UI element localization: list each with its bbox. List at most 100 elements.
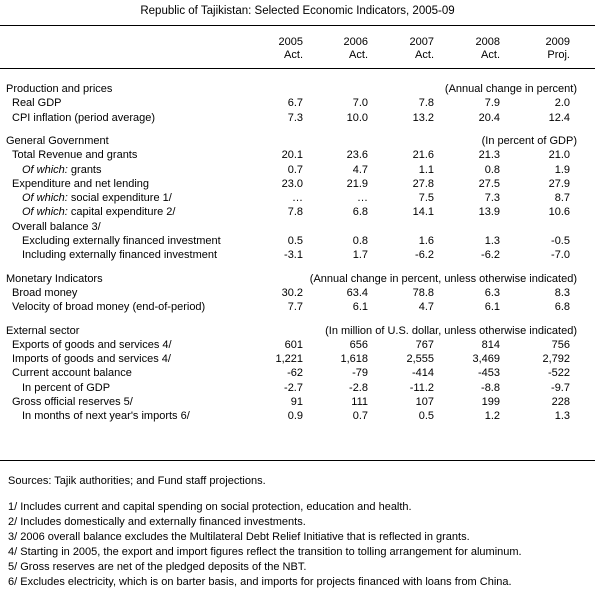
column-header: 2007 Act. bbox=[374, 36, 434, 62]
column-type: Act. bbox=[284, 49, 303, 61]
row-label: Of which: grants bbox=[22, 163, 102, 176]
table-row: Gross official reserves 5/91 111 107 199 228 bbox=[0, 395, 595, 409]
cell-value: 601 bbox=[284, 338, 303, 351]
cell-value: 7.0 bbox=[352, 97, 368, 110]
footnote: 1/ Includes current and capital spending… bbox=[8, 501, 412, 513]
section-row: External sector (In million of U.S. dolla… bbox=[0, 324, 595, 338]
cell-value: 27.5 bbox=[478, 177, 500, 190]
cell-value: 78.8 bbox=[412, 286, 434, 299]
cell-value: -2.8 bbox=[349, 381, 368, 394]
cell-value: -3.1 bbox=[284, 249, 303, 262]
table-row: Of which: grants 0.7 4.7 1.1 0.8 1.9 bbox=[0, 163, 595, 177]
cell-value: 107 bbox=[415, 396, 434, 408]
section-row: Production and prices (Annual change in p… bbox=[0, 82, 595, 96]
row-label: Gross official reserves 5/ bbox=[12, 396, 133, 408]
cell-value: 14.1 bbox=[412, 206, 434, 219]
row-label: Including externally financed investment bbox=[22, 249, 218, 262]
column-type: Act. bbox=[481, 49, 500, 61]
cell-value: 2,555 bbox=[406, 353, 434, 366]
cell-value: 7.3 bbox=[287, 111, 303, 124]
cell-value: 0.8 bbox=[484, 163, 500, 176]
cell-value: 0.5 bbox=[287, 235, 303, 247]
cell-value: 63.4 bbox=[346, 286, 368, 299]
cell-value: -522 bbox=[547, 367, 570, 380]
row-label: Current account balance bbox=[12, 367, 132, 380]
column-year: 2008 bbox=[475, 36, 500, 48]
table-row: Exports of goods and services 4/601 656 76… bbox=[0, 338, 595, 352]
cell-value: -79 bbox=[352, 367, 368, 380]
table-row: Of which: capital expenditure 2/7.8 6.8 14… bbox=[0, 205, 595, 219]
cell-value: … bbox=[357, 192, 368, 205]
cell-value: 23.0 bbox=[281, 177, 303, 190]
cell-value: 0.7 bbox=[287, 163, 303, 176]
cell-value: 7.3 bbox=[484, 192, 500, 205]
section-row: General Government (In percent of GDP) bbox=[0, 134, 595, 148]
cell-value: 1.1 bbox=[418, 163, 434, 176]
cell-value: 30.2 bbox=[281, 286, 303, 299]
bottom-rule bbox=[0, 460, 595, 461]
cell-value: 1.3 bbox=[484, 235, 500, 247]
table-row: Real GDP 6.7 7.0 7.8 7.9 2.0 bbox=[0, 96, 595, 110]
cell-value: 6.3 bbox=[484, 286, 500, 299]
cell-value: 21.0 bbox=[548, 149, 570, 162]
cell-value: 4.7 bbox=[418, 301, 434, 314]
row-label: Excluding externally financed investment bbox=[22, 235, 221, 247]
cell-value: 1,618 bbox=[340, 353, 368, 366]
cell-value: 1.9 bbox=[554, 163, 570, 176]
cell-value: 814 bbox=[481, 338, 500, 351]
row-label: In months of next year's imports 6/ bbox=[22, 410, 190, 423]
table-row: Total Revenue and grants 20.1 23.6 21.6 21.3… bbox=[0, 148, 595, 162]
row-label: Velocity of broad money (end-of-period) bbox=[12, 301, 206, 314]
cell-value: 21.6 bbox=[412, 149, 434, 162]
cell-value: 6.8 bbox=[554, 301, 570, 314]
cell-value: 2,792 bbox=[542, 353, 570, 366]
cell-value: -9.7 bbox=[551, 381, 570, 394]
cell-value: 0.7 bbox=[352, 410, 368, 423]
cell-value: 13.2 bbox=[412, 111, 434, 124]
column-type: Proj. bbox=[547, 49, 570, 61]
table-row: Imports of goods and services 4/1,221 1,6… bbox=[0, 352, 595, 366]
cell-value: 1.2 bbox=[484, 410, 500, 423]
cell-value: 1.7 bbox=[352, 249, 368, 262]
cell-value: 756 bbox=[551, 338, 570, 351]
row-label: Monetary Indicators bbox=[6, 272, 103, 285]
column-type: Act. bbox=[415, 49, 434, 61]
cell-value: 0.8 bbox=[352, 235, 368, 247]
table-row: Excluding externally financed investment… bbox=[0, 234, 595, 248]
column-year: 2009 bbox=[545, 36, 570, 48]
table-row: In percent of GDP -2.7 -2.8 -11.2 -8.8 -9.7 bbox=[0, 381, 595, 395]
cell-value: -62 bbox=[287, 367, 303, 380]
row-label-emphasis: Of which: bbox=[22, 163, 68, 176]
cell-value: 7.8 bbox=[418, 97, 434, 110]
table-row: Broad money 30.2 63.4 78.8 6.3 8.3 bbox=[0, 286, 595, 300]
column-header: 2005 Act. bbox=[243, 36, 303, 62]
section-unit: (Annual change in percent) bbox=[444, 83, 577, 95]
cell-value: -414 bbox=[411, 367, 434, 380]
cell-value: 21.9 bbox=[346, 177, 368, 190]
row-label: Of which: social expenditure 1/ bbox=[22, 192, 172, 205]
cell-value: 23.6 bbox=[346, 149, 368, 162]
cell-value: -7.0 bbox=[551, 249, 570, 262]
cell-value: 1.3 bbox=[554, 410, 570, 423]
column-year: 2007 bbox=[409, 36, 434, 48]
cell-value: 27.8 bbox=[412, 177, 434, 190]
column-type: Act. bbox=[349, 49, 368, 61]
table-row: Overall balance 3/ bbox=[0, 220, 595, 234]
cell-value: 21.3 bbox=[478, 149, 500, 162]
column-header: 2008 Act. bbox=[440, 36, 500, 62]
cell-value: -0.5 bbox=[551, 235, 570, 247]
cell-value: 2.0 bbox=[554, 97, 570, 110]
row-label: External sector bbox=[6, 324, 80, 337]
cell-value: 1.6 bbox=[418, 235, 434, 247]
table-row: Of which: social expenditure 1/ … … 7.5 7.3 8… bbox=[0, 191, 595, 205]
cell-value: 8.7 bbox=[554, 192, 570, 205]
table-row: Current account balance -62 -79 -414 -453 -52… bbox=[0, 366, 595, 380]
cell-value: 6.8 bbox=[352, 206, 368, 219]
row-label: Exports of goods and services 4/ bbox=[12, 338, 172, 351]
row-label: CPI inflation (period average) bbox=[12, 111, 156, 124]
cell-value: 111 bbox=[351, 396, 368, 408]
cell-value: 91 bbox=[290, 396, 303, 408]
header-rule bbox=[0, 68, 595, 69]
column-year: 2005 bbox=[278, 36, 303, 48]
section-unit: (In million of U.S. dollar, unless other… bbox=[325, 324, 577, 337]
